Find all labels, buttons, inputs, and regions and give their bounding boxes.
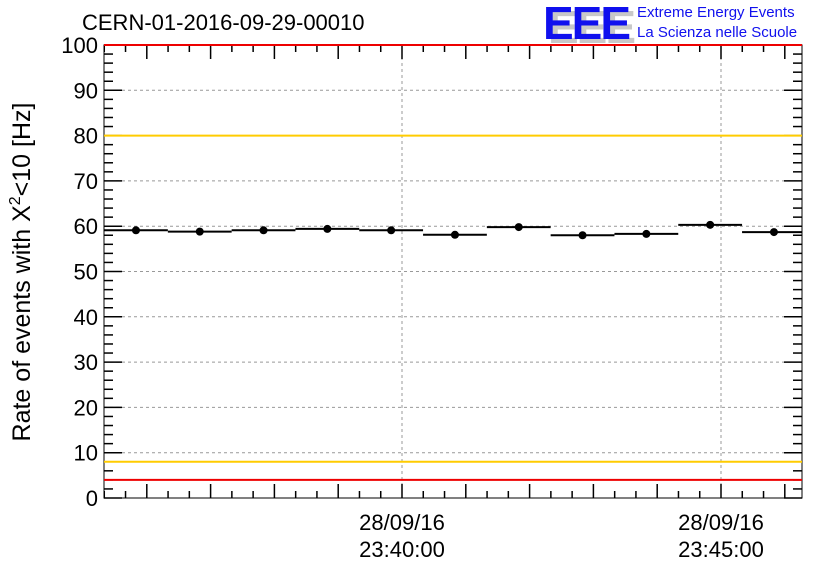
y-axis-label: Rate of events with X2<10 [Hz] (7, 103, 36, 442)
x-tick-date: 28/09/16 (359, 510, 445, 535)
y-tick-label: 70 (74, 169, 98, 194)
y-tick-label: 20 (74, 395, 98, 420)
data-point (323, 224, 332, 233)
y-tick-label: 50 (74, 260, 98, 285)
eee-logo-text: EEE (543, 0, 631, 49)
x-tick-time: 23:45:00 (678, 537, 764, 562)
data-point (450, 230, 459, 239)
data-point (578, 231, 587, 240)
y-tick-label: 0 (86, 486, 98, 511)
y-tick-label: 60 (74, 214, 98, 239)
data-point (514, 223, 523, 232)
x-tick-date: 28/09/16 (678, 510, 764, 535)
y-tick-label: 80 (74, 124, 98, 149)
data-point (769, 228, 778, 237)
eee-logo: EEE (543, 0, 638, 49)
y-tick-label: 10 (74, 441, 98, 466)
data-point (195, 227, 204, 236)
data-point (706, 220, 715, 229)
chart-title: CERN-01-2016-09-29-00010 (82, 10, 365, 35)
y-tick-label: 30 (74, 350, 98, 375)
y-tick-label: 90 (74, 78, 98, 103)
data-point (387, 226, 396, 235)
logo-line1: Extreme Energy Events (637, 4, 795, 21)
data-point (259, 226, 268, 235)
logo-line2: La Scienza nelle Scuole (637, 24, 798, 41)
data-point (642, 229, 651, 238)
data-point (131, 226, 140, 235)
y-tick-label: 40 (74, 305, 98, 330)
y-tick-label: 100 (61, 33, 98, 58)
x-tick-time: 23:40:00 (359, 537, 445, 562)
